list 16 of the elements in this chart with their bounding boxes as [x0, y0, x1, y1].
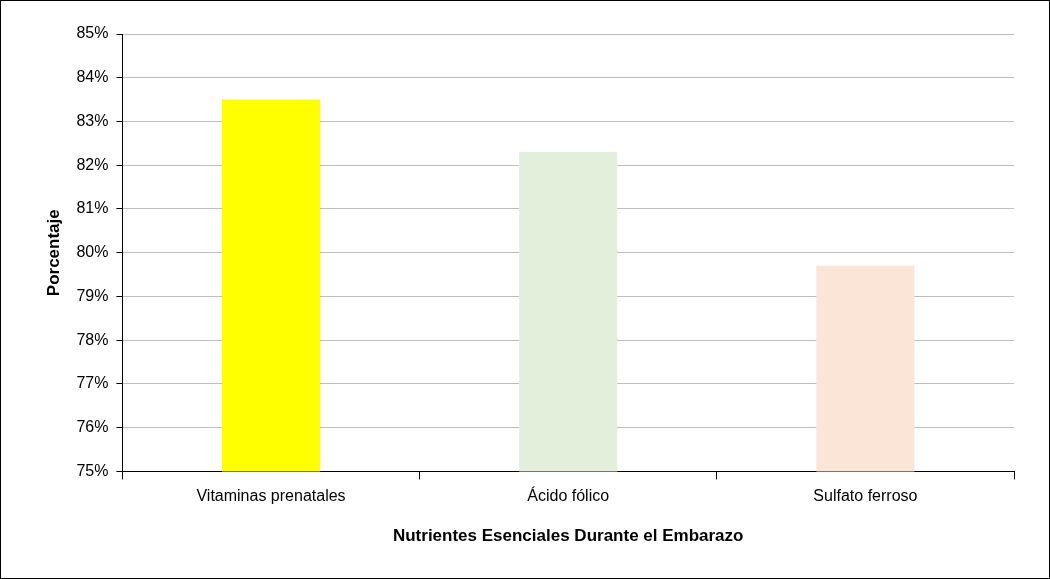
- y-tick-label: 78%: [76, 330, 109, 348]
- y-tick-label: 82%: [76, 155, 109, 173]
- y-tick-label: 80%: [76, 243, 109, 261]
- x-tick-label: Vitaminas prenatales: [196, 487, 346, 505]
- y-axis-title: Porcentaje: [43, 209, 63, 297]
- y-tick-label: 85%: [76, 24, 109, 42]
- y-tick-label: 81%: [76, 199, 109, 217]
- y-tick-label: 84%: [76, 68, 109, 86]
- x-axis-title: Nutrientes Esenciales Durante el Embarazo: [392, 526, 744, 546]
- y-tick-label: 79%: [76, 286, 109, 304]
- y-tick-label: 75%: [76, 461, 109, 479]
- y-tick-label: 77%: [76, 374, 109, 392]
- y-tick-label: 76%: [76, 418, 109, 436]
- x-tick-label: Sulfato ferroso: [813, 487, 918, 505]
- x-tick-label: Ácido fólico: [527, 486, 610, 505]
- y-tick-label: 83%: [76, 111, 109, 129]
